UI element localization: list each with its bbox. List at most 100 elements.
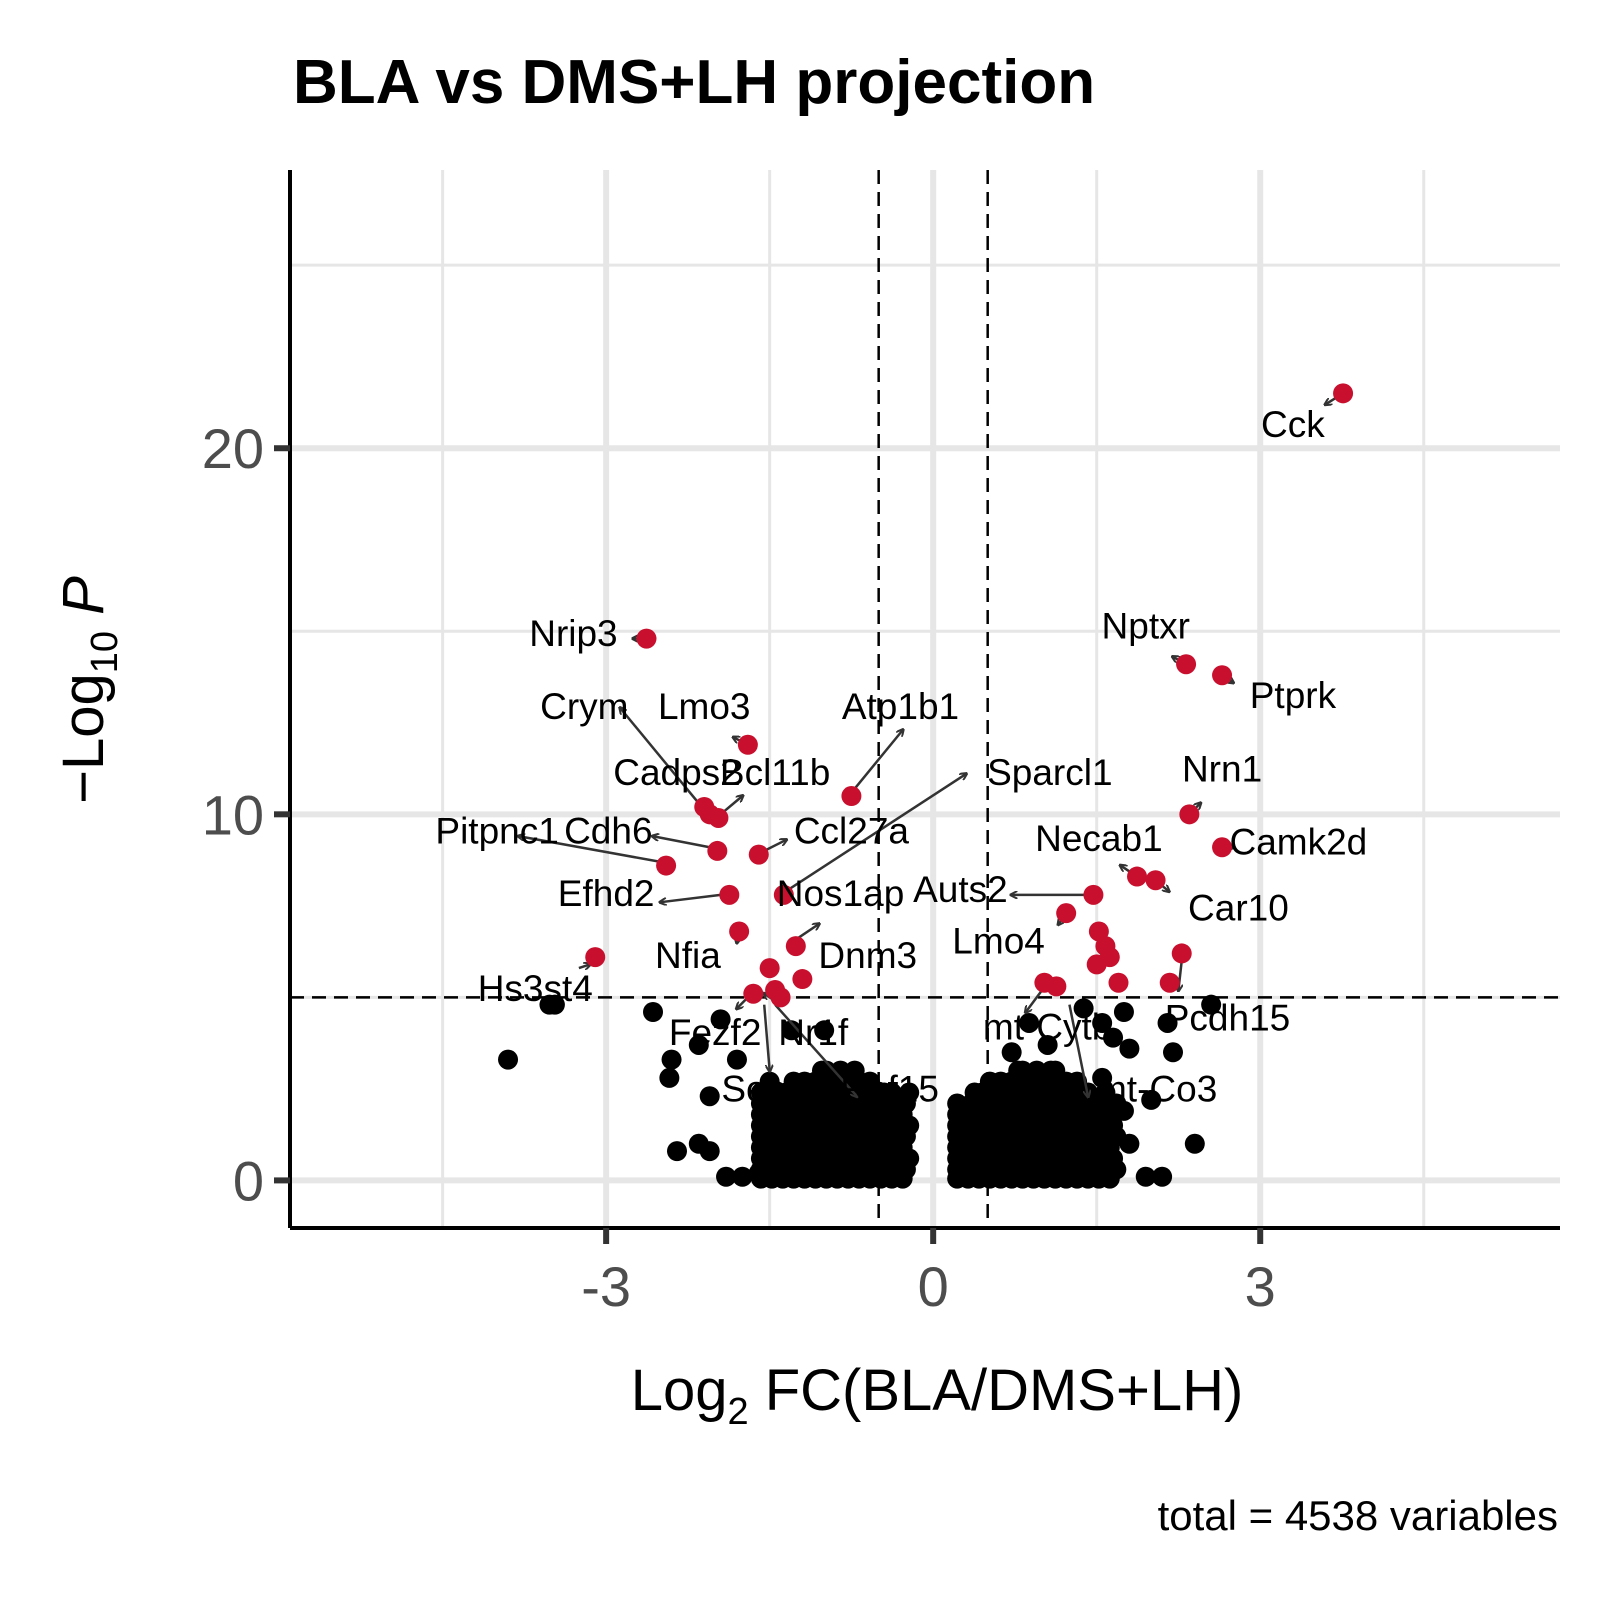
- y-axis-title-italic: P: [51, 576, 116, 615]
- gene-label: Nptxr: [1102, 606, 1190, 647]
- data-point-nonsignificant: [710, 1009, 731, 1030]
- data-point-significant: [1046, 976, 1067, 997]
- data-point-significant: [743, 983, 764, 1004]
- axes: [274, 170, 1560, 1244]
- gene-label: Nrip3: [529, 613, 617, 654]
- y-axis-title: −Log10 P: [51, 576, 126, 804]
- gene-label: Lmo4: [952, 920, 1045, 961]
- data-point-nonsignificant: [1019, 1012, 1040, 1033]
- y-tick-label: 10: [202, 783, 264, 846]
- x-tick-label: 0: [918, 1255, 949, 1318]
- data-point-significant: [636, 628, 657, 649]
- data-point-nonsignificant: [1092, 1012, 1113, 1033]
- label-arrow: [796, 924, 819, 940]
- x-tick-label: 3: [1245, 1255, 1276, 1318]
- data-point-significant: [792, 969, 813, 990]
- x-axis-title-subscript: 2: [727, 1391, 748, 1433]
- gene-label: Sema: [721, 1069, 818, 1110]
- label-arrow: [785, 774, 966, 893]
- data-point-significant: [1086, 954, 1107, 975]
- data-point-significant: [737, 734, 758, 755]
- x-axis-title-main: Log: [631, 1358, 728, 1423]
- data-point-significant: [719, 884, 740, 905]
- gene-label: mt-Cytb: [983, 1006, 1113, 1047]
- data-point-nonsignificant: [1163, 1042, 1184, 1063]
- gene-label: Fezf2: [669, 1012, 762, 1053]
- data-point-significant: [1212, 665, 1233, 686]
- gene-label: Nos1ap: [777, 873, 905, 914]
- gene-label: Auts2: [913, 869, 1008, 910]
- label-arrow: [578, 964, 590, 968]
- gene-label: Necab1: [1035, 818, 1163, 859]
- data-point-nonsignificant: [750, 1082, 771, 1103]
- gene-label: Hs3st4: [478, 968, 593, 1009]
- gene-label: Dnm3: [818, 935, 917, 976]
- y-tick-label: 0: [233, 1149, 264, 1212]
- y-axis-title-main: −Log: [51, 673, 116, 804]
- gene-label: Nr1f: [778, 1012, 849, 1053]
- gene-label: Efhd2: [558, 873, 655, 914]
- data-point-nonsignificant: [661, 1049, 682, 1070]
- tick-labels: -3 0 3 0 10 20: [202, 417, 1276, 1318]
- data-point-significant: [708, 807, 729, 828]
- data-point-significant: [1127, 866, 1148, 887]
- chart-title: BLA vs DMS+LH projection: [293, 48, 1095, 117]
- label-arrow: [774, 1003, 857, 1097]
- data-point-significant: [759, 958, 780, 979]
- gene-label: Pitpnc1: [435, 811, 558, 852]
- label-arrow: [853, 730, 903, 790]
- data-point-nonsignificant: [859, 1071, 880, 1092]
- data-point-significant: [785, 936, 806, 957]
- data-point-significant: [1056, 903, 1077, 924]
- gene-label: Crym: [540, 686, 628, 727]
- data-point-nonsignificant: [1201, 994, 1222, 1015]
- label-arrow: [661, 893, 721, 902]
- label-arrow: [620, 708, 700, 805]
- gene-label: Pcdh15: [1165, 997, 1291, 1038]
- gene-label: Camk2d: [1229, 822, 1367, 863]
- data-point-nonsignificant: [1119, 1038, 1140, 1059]
- data-point-nonsignificant: [1103, 1027, 1124, 1048]
- gene-label: Nrn1: [1182, 748, 1262, 789]
- data-point-nonsignificant: [1037, 1034, 1058, 1055]
- x-axis-title: Log2 FC(BLA/DMS+LH): [631, 1358, 1244, 1433]
- data-point-significant: [1176, 654, 1197, 675]
- gene-label: Cdh6: [564, 811, 652, 852]
- data-point-significant: [1333, 383, 1354, 404]
- label-arrow: [763, 840, 786, 853]
- gene-labels: Cck Nptxr Ptprk Nrn1 Camk2d Necab1 Car10 Auts2 L…: [435, 404, 1367, 1109]
- data-point-nonsignificant: [1113, 1002, 1134, 1023]
- gene-label: Nfia: [655, 935, 721, 976]
- caption: total = 4538 variables: [1158, 1492, 1558, 1539]
- x-tick-label: -3: [581, 1255, 631, 1318]
- gene-label: Ccl27a: [794, 811, 910, 852]
- data-point-nonsignificant: [666, 1141, 687, 1162]
- data-point-nonsignificant: [716, 1166, 737, 1187]
- gene-label: Cadps2: [613, 752, 741, 793]
- data-point-significant: [748, 844, 769, 865]
- grid-lines: [290, 170, 1560, 1228]
- y-tick-label: 20: [202, 417, 264, 480]
- data-point-nonsignificant: [659, 1067, 680, 1088]
- y-axis-title-subscript: 10: [84, 631, 126, 673]
- label-arrow: [762, 1004, 769, 1071]
- points-significant: [585, 383, 1354, 1008]
- data-point-nonsignificant: [1073, 998, 1094, 1019]
- data-point-significant: [1179, 804, 1200, 825]
- data-point-significant: [1212, 837, 1233, 858]
- data-point-nonsignificant: [1135, 1166, 1156, 1187]
- label-arrow: [1068, 1004, 1088, 1097]
- data-point-nonsignificant: [1141, 1089, 1162, 1110]
- data-point-nonsignificant: [699, 1141, 720, 1162]
- gene-label: Atp1b1: [842, 686, 959, 727]
- data-point-nonsignificant: [1001, 1042, 1022, 1063]
- data-point-significant: [773, 884, 794, 905]
- label-arrow: [653, 836, 710, 849]
- gene-label: Rnf15: [840, 1069, 939, 1110]
- gene-label: Car10: [1188, 887, 1289, 928]
- data-point-nonsignificant: [1106, 1093, 1127, 1114]
- gene-label: mt-Co3: [1096, 1069, 1217, 1110]
- data-point-significant: [841, 786, 862, 807]
- data-point-nonsignificant: [643, 1002, 664, 1023]
